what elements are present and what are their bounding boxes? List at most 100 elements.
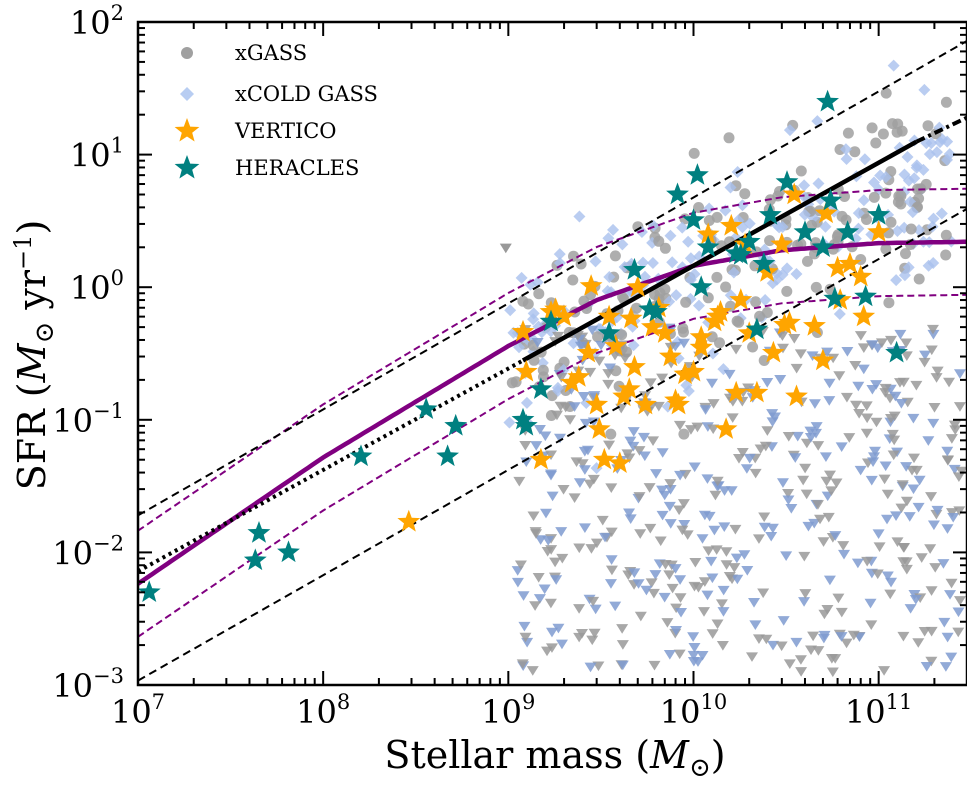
xgass-upper-limit [757,588,769,598]
xgass-upper-limit [545,599,557,609]
xcoldgass-upper-limit [708,526,720,536]
legend-label: VERTICO [234,119,337,143]
xcoldgass-upper-limit [767,524,779,534]
xgass-upper-limit [644,524,656,534]
xcoldgass-upper-limit [512,578,524,588]
xcoldgass-upper-limit [605,579,617,589]
heracles-star [854,285,877,307]
xcoldgass-upper-limit [824,576,836,586]
xgass-upper-limit [663,570,675,580]
xcoldgass-upper-limit [928,520,940,530]
xgass-upper-limit [776,642,788,652]
x-tick-label: 109 [481,690,535,731]
xcoldgass-point [521,397,533,409]
xgass-upper-limit [953,472,965,482]
xcoldgass-upper-limit [749,620,761,630]
xgass-upper-limit [797,476,809,486]
xcoldgass-upper-limit [609,602,621,612]
xcoldgass-upper-limit [518,591,530,601]
xgass-point [923,120,934,131]
heracles-star [248,521,271,543]
xgass-upper-limit [603,441,615,451]
xgass-upper-limit [812,441,824,451]
heracles-star [277,540,300,562]
xgass-upper-limit [823,513,835,523]
xgass-point [881,88,892,99]
xcoldgass-point [901,151,913,163]
x-tick-label: 1010 [660,690,727,731]
xcoldgass-upper-limit [718,586,730,596]
xgass-upper-limit [924,544,936,554]
xgass-point [517,296,528,307]
xcoldgass-upper-limit [907,414,919,424]
xgass-upper-limit [647,436,659,446]
xgass-upper-limit [901,565,913,575]
xcoldgass-upper-limit [954,369,966,379]
xgass-upper-limit [549,558,561,568]
xgass-upper-limit [558,485,570,495]
xcoldgass-upper-limit [838,550,850,560]
xgass-upper-limit [717,641,729,651]
xcoldgass-upper-limit [724,370,736,380]
x-tick-label: 1011 [845,690,912,731]
xcoldgass-upper-limit [818,634,830,644]
xgass-upper-limit [585,544,597,554]
xcoldgass-point [664,230,676,242]
xgass-upper-limit [667,584,679,594]
xgass-upper-limit [928,403,940,413]
xcoldgass-upper-limit [761,378,773,388]
xcoldgass-upper-limit [674,575,686,585]
xgass-upper-limit [500,244,512,254]
xcoldgass-upper-limit [782,495,794,505]
linear-relation-extrapolated-low [138,361,523,572]
xgass-upper-limit [946,434,958,444]
xcoldgass-upper-limit [778,616,790,626]
xcoldgass-point [888,60,900,72]
xgass-upper-limit [865,620,877,630]
xgass-upper-limit [885,336,897,346]
xgass-point [869,192,880,203]
xcoldgass-upper-limit [649,570,661,580]
xcoldgass-upper-limit [547,492,559,502]
xcoldgass-upper-limit [855,466,867,476]
xgass-point [796,166,807,177]
xgass-point [906,224,917,235]
xgass-upper-limit [954,402,966,412]
xcoldgass-upper-limit [809,399,821,409]
xgass-upper-limit [799,464,811,474]
xgass-upper-limit [897,632,909,642]
xcoldgass-upper-limit [539,432,551,442]
xcoldgass-upper-limit [858,365,870,375]
heracles-star [244,548,267,570]
xcoldgass-upper-limit [650,469,662,479]
xgass-upper-limit [709,491,721,501]
xcoldgass-upper-limit [881,515,893,525]
y-tick-label: 101 [70,134,124,175]
xgass-upper-limit [910,381,922,391]
xcoldgass-upper-limit [836,442,848,452]
legend-marker-vertico [175,118,200,142]
xgass-upper-limit [879,475,891,485]
xgass-point [605,429,616,440]
xgass-point [533,288,544,299]
xgass-upper-limit [878,666,890,676]
xgass-upper-limit [513,477,525,487]
xgass-upper-limit [602,380,614,390]
xcoldgass-upper-limit [545,471,557,481]
xgass-upper-limit [655,536,667,546]
xgass-point [941,97,952,108]
xcoldgass-point [759,294,771,306]
xgass-upper-limit [821,477,833,487]
xgass-upper-limit [916,553,928,563]
xgass-point [747,342,758,353]
y-tick-label: 10−1 [52,399,124,440]
xcoldgass-point [859,153,871,165]
xcoldgass-upper-limit [790,638,802,648]
xgass-point [610,250,621,261]
xcoldgass-point [504,304,516,316]
xgass-point [707,331,718,342]
xcoldgass-upper-limit [894,330,906,340]
xcoldgass-upper-limit [657,448,669,458]
